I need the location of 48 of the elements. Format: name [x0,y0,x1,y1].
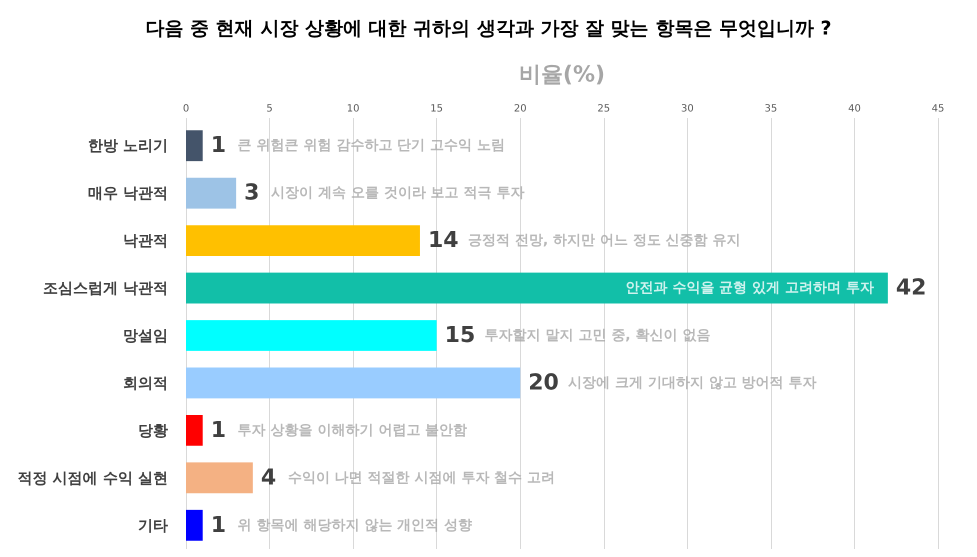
y-tick-label: 매우 낙관적 [88,184,168,202]
data-label: 3 [244,180,260,206]
x-tick-label: 15 [430,104,444,114]
bar [186,272,888,304]
bar [186,130,203,162]
data-label: 1 [210,418,226,443]
y-tick-label: 당황 [138,421,168,440]
annotation: 긍정적 전망, 하지만 어느 정도 신중함 유지 [468,232,741,249]
bar [186,178,236,209]
bar [186,320,437,351]
x-tick-label: 0 [182,104,190,114]
bar [186,368,520,398]
annotation: 시장이 계속 오를 것이라 보고 적극 투자 [271,185,524,202]
annotation: 시장에 크게 기대하지 않고 방어적 투자 [568,374,817,391]
x-tick-label: 20 [514,104,527,114]
y-tick-label: 망설임 [123,326,168,344]
data-label: 20 [528,370,559,396]
x-tick-label: 35 [764,104,778,114]
bar [186,414,203,446]
x-tick-label: 25 [597,104,610,114]
bar [186,462,253,494]
x-axis-title: 비율(%) [518,62,606,88]
y-tick-label: 조심스럽게 낙관적 [42,279,168,298]
x-tick-label: 10 [346,104,360,114]
x-tick-label: 45 [932,104,944,114]
annotation: 투자할지 말지 고민 중, 확신이 없음 [484,328,710,344]
y-tick-label: 한방 노리기 [88,136,168,155]
x-tick-label: 5 [266,104,273,114]
data-label: 1 [210,133,226,158]
y-tick-label: 회의적 [123,374,168,392]
y-tick-label: 적정 시점에 수익 실현 [17,468,168,487]
chart-title: 다음 중 현재 시장 상황에 대한 귀하의 생각과 가장 잘 맞는 항목은 무엇입니까 ? [145,18,832,40]
bar [186,225,420,256]
y-tick-label: 낙관적 [123,232,168,250]
annotation: 안전과 수익을 균형 있게 고려하며 투자 [625,280,874,296]
data-label: 4 [260,465,276,490]
data-label: 14 [428,228,459,254]
annotation: 투자 상황을 이해하기 어렵고 불안함 [238,422,468,438]
data-label: 1 [210,512,226,538]
y-tick-label: 기타 [138,516,168,534]
x-tick-label: 40 [848,104,861,114]
data-label: 15 [444,323,476,348]
data-label: 42 [896,276,926,301]
bar [186,510,203,541]
annotation: 위 항목에 해당하지 않는 개인적 성향 [238,517,472,534]
annotation: 큰 위험큰 위험 감수하고 단기 고수익 노림 [238,138,505,154]
annotation: 수익이 나면 적절한 시점에 투자 철수 고려 [288,470,556,486]
x-tick-label: 30 [680,104,694,114]
